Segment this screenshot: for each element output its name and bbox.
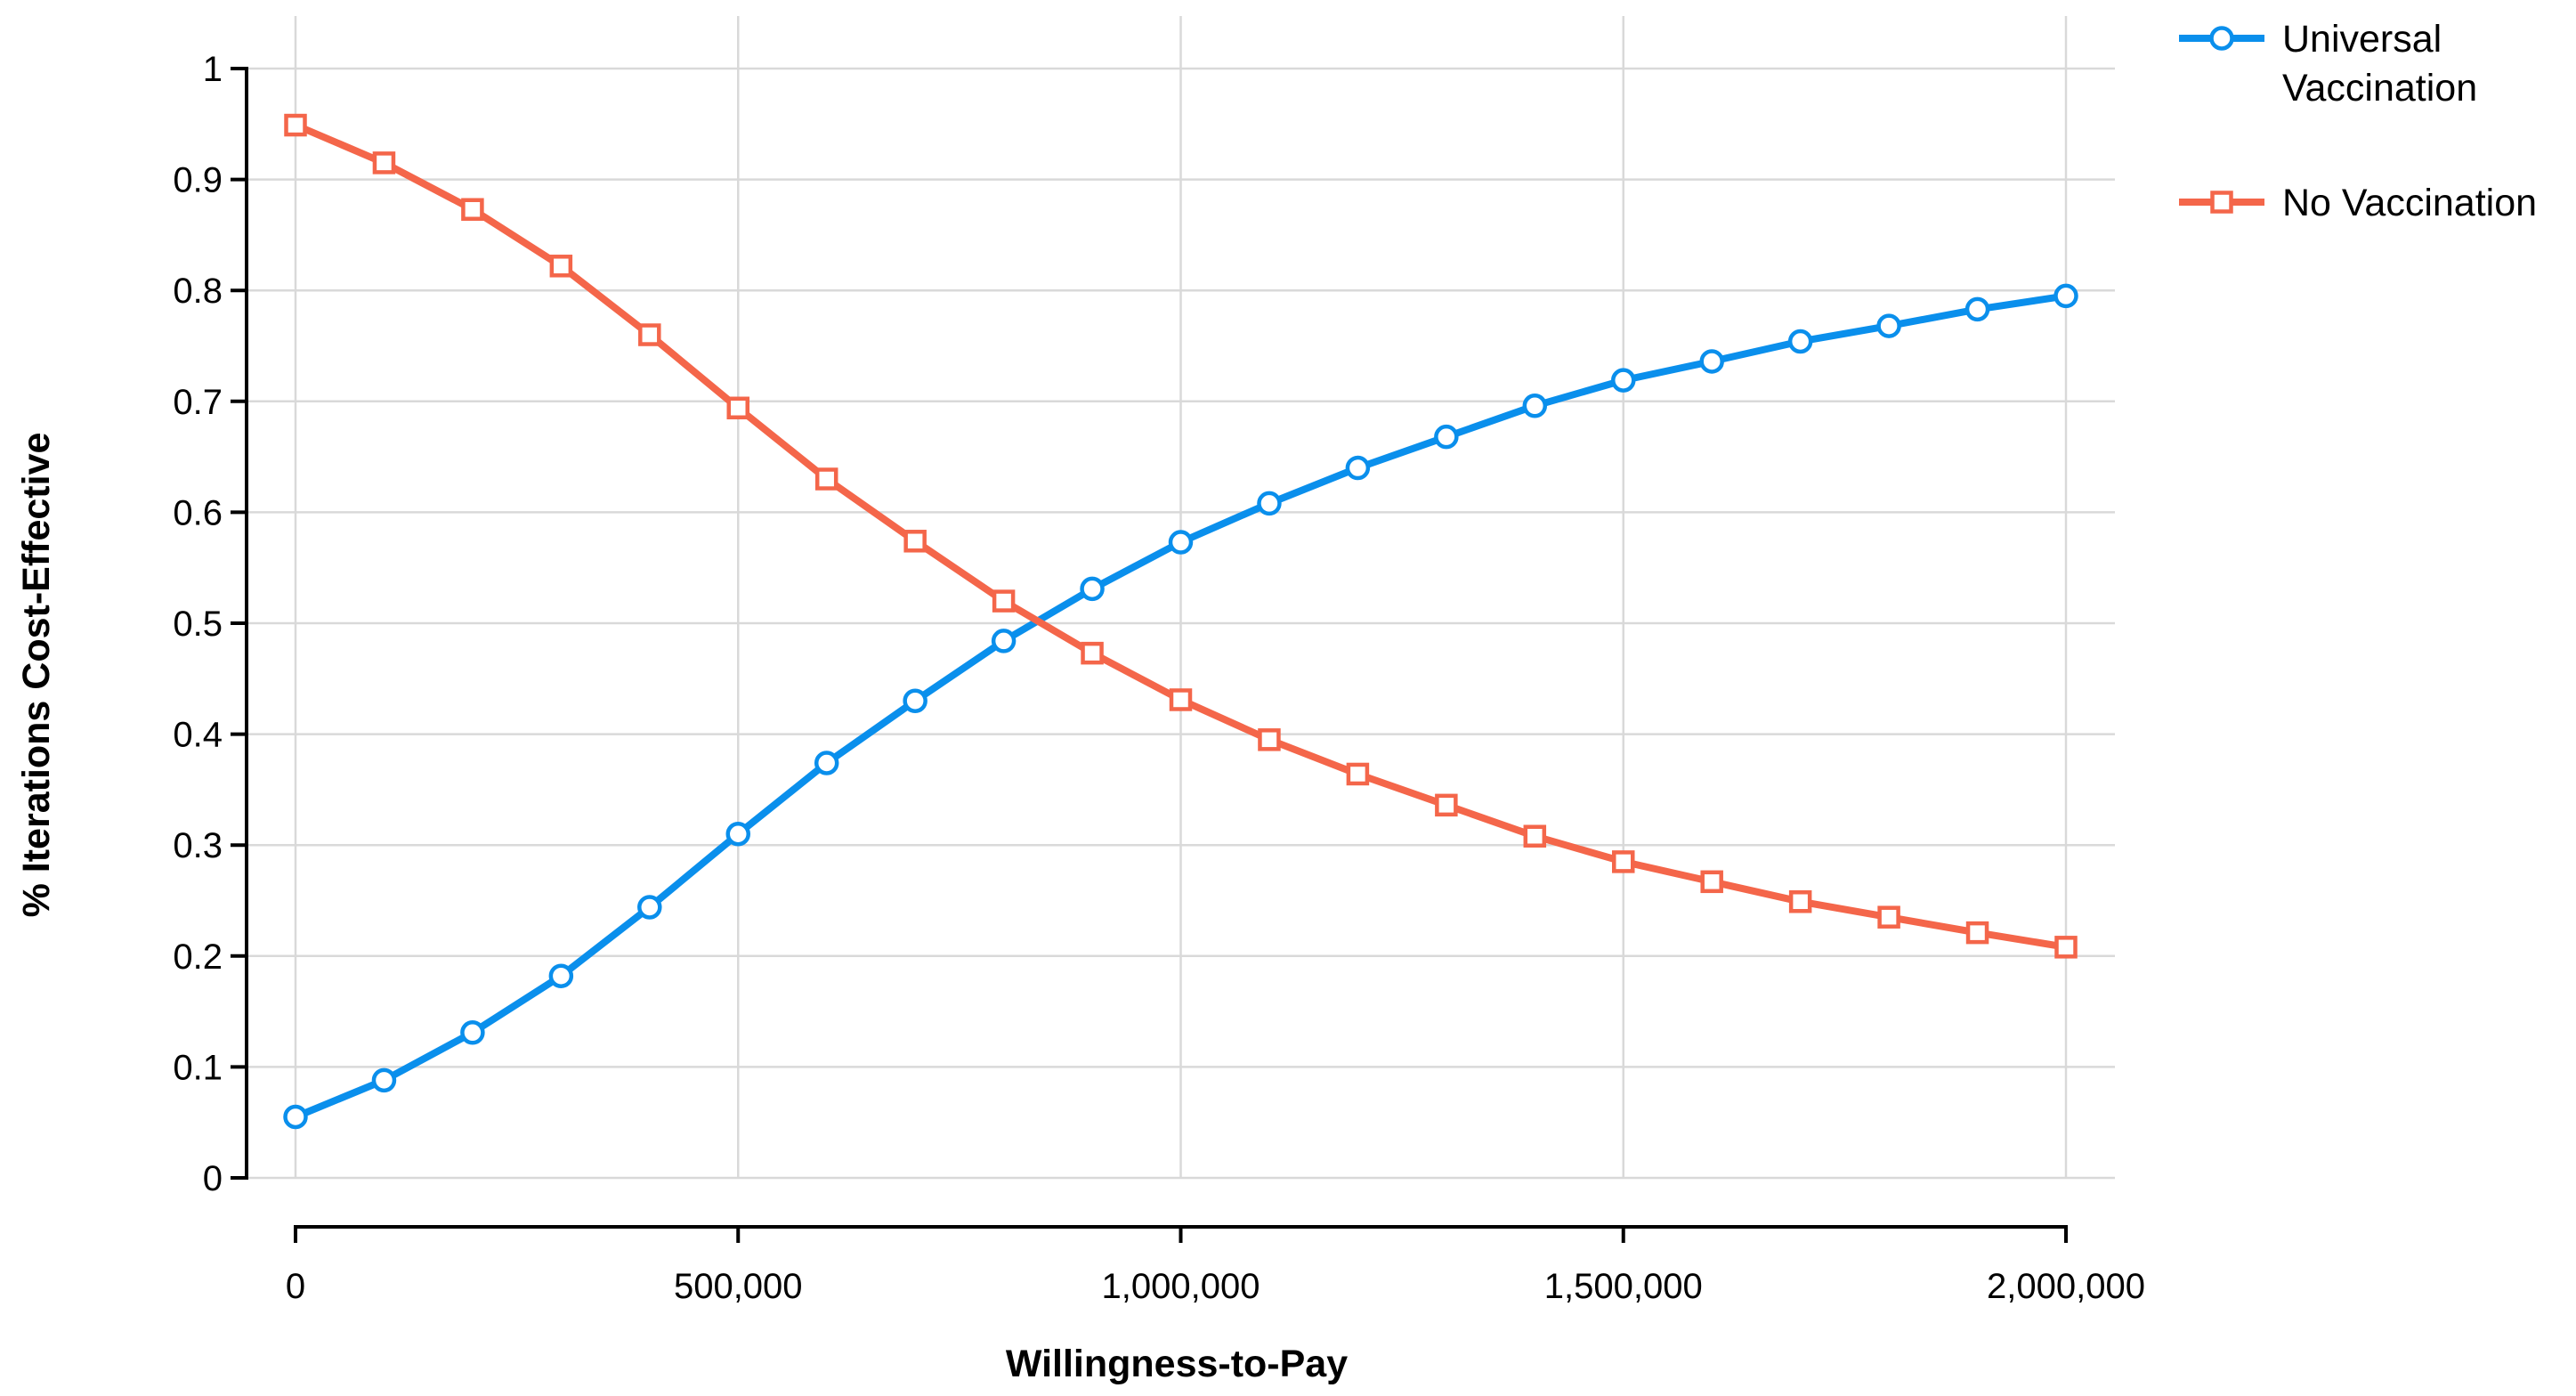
legend-entry-2: No Vaccination [2179, 182, 2537, 224]
data-point [1080, 576, 1105, 602]
data-point [1964, 296, 1990, 322]
data-point [548, 963, 574, 988]
data-point [460, 1020, 485, 1045]
y-axis-title: % Iterations Cost-Effective [15, 433, 58, 918]
legend-label: No Vaccination [2282, 182, 2537, 224]
y-tick-label: 0.7 [173, 383, 223, 422]
data-point [372, 151, 396, 174]
data-point [1346, 762, 1370, 786]
y-tick-label: 0.4 [173, 716, 223, 755]
data-point [1876, 313, 1901, 338]
legend-label: Vaccination [2282, 67, 2477, 110]
y-tick-label: 0.9 [173, 161, 223, 200]
data-point [1612, 850, 1635, 873]
x-tick-label: 2,000,000 [1987, 1267, 2145, 1306]
data-point [1169, 688, 1193, 711]
data-point [725, 821, 750, 847]
y-tick-label: 0.1 [173, 1048, 223, 1087]
data-point [903, 530, 927, 553]
data-point [992, 589, 1016, 613]
data-point [1168, 530, 1194, 555]
x-tick-label: 0 [286, 1267, 305, 1306]
x-tick-label: 500,000 [674, 1267, 803, 1306]
data-point [1965, 921, 1989, 945]
legend-entry-1: Universal Vaccination [2179, 18, 2477, 110]
data-point [461, 198, 484, 221]
legend-marker [2209, 26, 2234, 51]
data-point [549, 255, 573, 278]
data-point [1877, 905, 1900, 929]
y-tick-label: 0.6 [173, 493, 223, 532]
data-point [1435, 793, 1458, 817]
y-tick-label: 0 [203, 1159, 223, 1198]
series-2 [284, 113, 2078, 959]
data-point [638, 323, 661, 346]
series [283, 113, 2078, 1130]
legend: Universal Vaccination No Vaccination [2179, 18, 2537, 224]
legend-marker [2210, 191, 2233, 214]
axes: 0 0.1 0.2 0.3 0.4 0.5 0.6 0.7 0.8 0.9 1 0 500,000 1,0… [173, 50, 2145, 1306]
data-point [814, 751, 839, 775]
x-tick-label: 1,500,000 [1544, 1267, 1703, 1306]
data-point [1523, 824, 1547, 848]
data-point [1257, 491, 1282, 516]
data-point [283, 1104, 308, 1130]
data-point [1258, 728, 1281, 751]
data-point [284, 113, 307, 137]
grid [247, 16, 2115, 1180]
x-axis-title: Willingness-to-Pay [1006, 1343, 1348, 1385]
data-point [1788, 889, 1812, 913]
series-1 [283, 283, 2078, 1130]
y-tick-label: 0.8 [173, 272, 223, 311]
data-point [1345, 455, 1371, 481]
data-point [2054, 936, 2078, 959]
y-tick-label: 1 [203, 50, 223, 89]
y-tick-label: 0.3 [173, 826, 223, 865]
data-point [1700, 870, 1723, 894]
data-point [726, 396, 749, 420]
x-tick-label: 1,000,000 [1102, 1267, 1260, 1306]
y-tick-label: 0.2 [173, 937, 223, 977]
data-point [1699, 349, 1724, 374]
data-point [814, 467, 838, 491]
data-point [991, 629, 1017, 653]
data-point [637, 895, 662, 920]
data-point [1611, 368, 1636, 393]
legend-label: Universal [2282, 18, 2442, 61]
y-tick-label: 0.5 [173, 605, 223, 644]
data-point [903, 688, 928, 713]
data-point [1081, 641, 1104, 665]
data-point [1787, 329, 1813, 354]
data-point [1434, 424, 1459, 450]
data-point [371, 1067, 397, 1093]
data-point [2054, 283, 2078, 309]
data-point [1522, 394, 1548, 418]
